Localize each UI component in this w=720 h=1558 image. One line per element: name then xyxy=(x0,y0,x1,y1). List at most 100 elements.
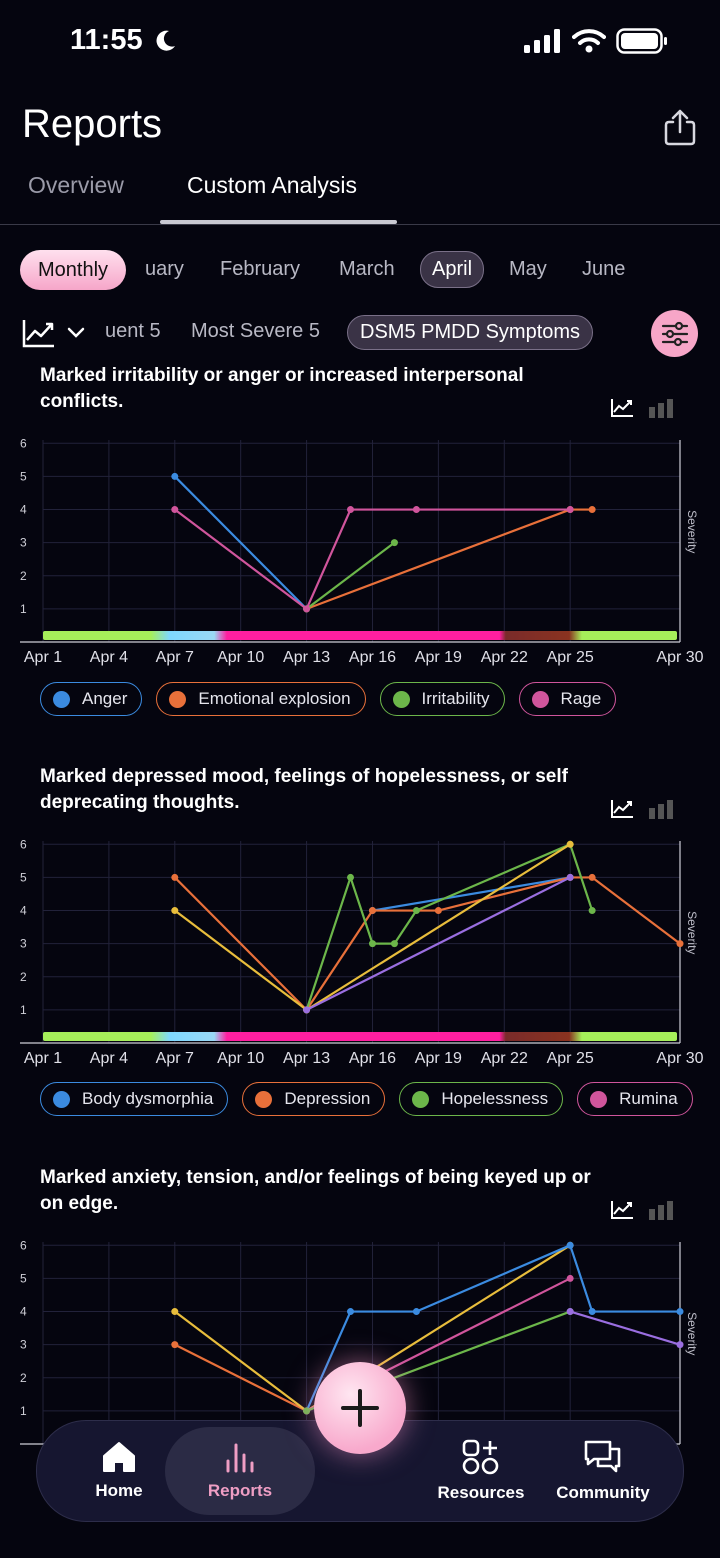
nav-resources[interactable]: Resources xyxy=(435,1421,527,1521)
legend-item-body-dysmorphia[interactable]: Body dysmorphia xyxy=(40,1082,229,1116)
month-june[interactable]: June xyxy=(582,258,626,280)
reports-icon xyxy=(226,1443,254,1473)
legend-label: Anger xyxy=(82,689,128,708)
data-point xyxy=(588,1308,596,1316)
legend-label: Hopelessness xyxy=(441,1089,549,1108)
x-tick-label: Apr 22 xyxy=(481,649,528,666)
data-point xyxy=(171,873,179,881)
x-tick-label: Apr 19 xyxy=(415,1050,462,1067)
nav-home[interactable]: Home xyxy=(85,1421,153,1521)
filter-most-severe-5[interactable]: Most Severe 5 xyxy=(191,320,320,342)
line-chart-icon xyxy=(22,320,54,348)
legend-item-rumination[interactable]: Rumina xyxy=(577,1082,693,1116)
data-point xyxy=(566,1274,574,1282)
x-tick-label: Apr 16 xyxy=(349,649,396,666)
bar-chart-icon[interactable] xyxy=(648,799,674,819)
status-time: 11:55 xyxy=(70,24,143,56)
chat-icon xyxy=(584,1440,621,1473)
data-point xyxy=(368,907,376,915)
x-tick-label: Apr 30 xyxy=(656,1050,703,1067)
x-tick-label: Apr 7 xyxy=(156,1050,194,1067)
data-point xyxy=(412,907,420,915)
cycle-phase-band xyxy=(43,1032,677,1041)
series-line xyxy=(372,876,571,912)
y-tick-label: 6 xyxy=(20,436,27,450)
bar-chart-icon[interactable] xyxy=(648,1200,674,1220)
nav-community[interactable]: Community xyxy=(553,1421,653,1521)
legend-item-hopelessness[interactable]: Hopelessness xyxy=(399,1082,564,1116)
line-chart: 1 2 3 4 5 6 Severity Apr 1 Apr 4 Apr 7 Apr 10 Apr 1… xyxy=(20,436,704,666)
month-february[interactable]: February xyxy=(220,258,301,280)
x-tick-label: Apr 10 xyxy=(217,1050,264,1067)
x-tick-label: Apr 4 xyxy=(90,1050,128,1067)
line-chart-icon[interactable] xyxy=(610,799,634,819)
chart-legend: Body dysmorphia Depression Hopelessness … xyxy=(40,1082,720,1116)
series-line xyxy=(569,1310,681,1346)
y-tick-label: 3 xyxy=(20,937,27,951)
legend-item-emotional-explosion[interactable]: Emotional explosion xyxy=(156,682,366,716)
x-tick-label: Apr 10 xyxy=(217,649,264,666)
legend-dot xyxy=(392,690,410,708)
line-chart-icon[interactable] xyxy=(610,1200,634,1220)
legend-item-irritability[interactable]: Irritability xyxy=(379,682,505,716)
legend-label: Rumina xyxy=(619,1089,678,1108)
line-chart-icon[interactable] xyxy=(610,398,634,418)
data-point xyxy=(566,873,574,881)
y-tick-label: 6 xyxy=(20,837,27,851)
chart-type-dropdown[interactable] xyxy=(22,318,86,348)
legend-item-rage[interactable]: Rage xyxy=(518,682,617,716)
legend-item-depression[interactable]: Depression xyxy=(242,1082,386,1116)
bottom-nav: Home Reports Resources Community xyxy=(36,1420,684,1522)
data-point xyxy=(171,472,179,480)
chevron-down-icon xyxy=(67,327,85,338)
filter-settings-button[interactable] xyxy=(651,310,698,357)
bar-chart-icon[interactable] xyxy=(648,398,674,418)
month-may[interactable]: May xyxy=(509,258,547,280)
data-point xyxy=(588,907,596,915)
data-point xyxy=(676,940,684,948)
y-axis-label: Severity xyxy=(685,1312,699,1355)
add-entry-button[interactable] xyxy=(314,1362,406,1454)
line-chart: 1 2 3 4 5 6 Severity Apr 1 Apr 4 Apr 7 Apr 10 Apr 1… xyxy=(20,837,704,1067)
nav-reports[interactable]: Reports xyxy=(165,1427,315,1515)
y-tick-label: 5 xyxy=(20,1271,27,1285)
signal-icon xyxy=(524,29,560,53)
battery-icon xyxy=(616,28,667,54)
month-march[interactable]: March xyxy=(339,258,395,280)
legend-dot xyxy=(169,690,187,708)
tab-overview[interactable]: Overview xyxy=(28,172,124,198)
data-point xyxy=(676,1308,684,1316)
y-tick-label: 2 xyxy=(20,569,27,583)
y-tick-label: 4 xyxy=(20,503,27,517)
data-point xyxy=(303,1407,311,1415)
cycle-phase-band xyxy=(43,631,677,640)
month-january[interactable]: uary xyxy=(145,258,184,280)
x-tick-label: Apr 19 xyxy=(415,649,462,666)
y-tick-label: 1 xyxy=(20,602,27,616)
resources-icon xyxy=(462,1439,499,1475)
data-point xyxy=(412,506,420,514)
period-mode-button[interactable]: Monthly xyxy=(20,250,126,290)
legend-label: Body dysmorphia xyxy=(82,1089,214,1108)
data-point xyxy=(171,506,179,514)
x-tick-label: Apr 13 xyxy=(283,649,330,666)
filter-dsm5-pmdd[interactable]: DSM5 PMDD Symptoms xyxy=(347,315,594,350)
legend-label: Irritability xyxy=(421,689,490,708)
y-tick-label: 1 xyxy=(20,1003,27,1017)
x-tick-label: Apr 16 xyxy=(349,1050,396,1067)
y-tick-label: 4 xyxy=(20,904,27,918)
nav-label: Community xyxy=(556,1483,650,1502)
share-icon[interactable] xyxy=(664,108,696,146)
legend-item-anger[interactable]: Anger xyxy=(40,682,143,716)
chart-title: Marked irritability or anger or increase… xyxy=(40,365,524,412)
x-tick-label: Apr 13 xyxy=(283,1050,330,1067)
month-april[interactable]: April xyxy=(420,251,485,288)
legend-dot xyxy=(53,690,70,708)
series-line xyxy=(174,1343,308,1412)
filter-frequent-5[interactable]: uent 5 xyxy=(105,320,161,342)
data-point xyxy=(368,940,376,948)
tab-custom-analysis[interactable]: Custom Analysis xyxy=(187,172,358,198)
tab-indicator xyxy=(160,220,397,224)
data-point xyxy=(390,940,398,948)
y-tick-label: 5 xyxy=(20,870,27,884)
